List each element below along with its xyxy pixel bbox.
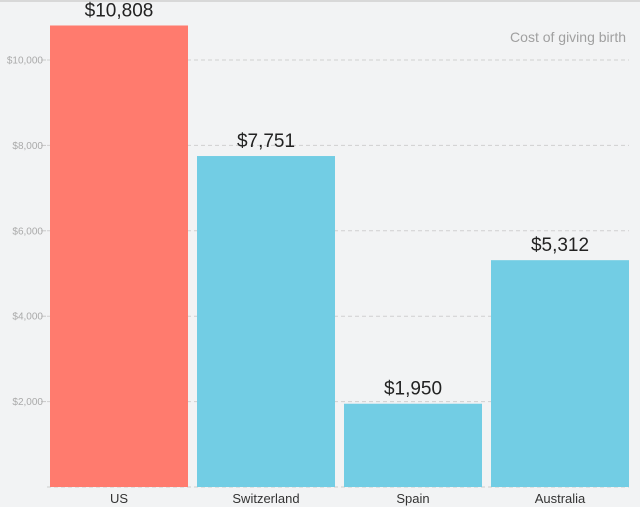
x-tick-label: Switzerland	[232, 491, 299, 506]
data-label: $5,312	[531, 235, 589, 256]
bar-us	[50, 25, 188, 487]
data-label: $1,950	[384, 379, 442, 400]
y-tick-label: $4,000	[12, 312, 43, 323]
bar-switzerland	[197, 156, 335, 488]
data-label: $10,808	[85, 0, 154, 21]
x-tick-label: US	[110, 491, 128, 506]
x-tick-label: Spain	[396, 491, 429, 506]
top-border	[0, 0, 640, 2]
y-tick-label: $10,000	[7, 56, 44, 67]
y-tick-label: $6,000	[12, 226, 43, 237]
chart-title: Cost of giving birth	[510, 29, 626, 45]
y-tick-label: $2,000	[12, 397, 43, 408]
x-tick-label: Australia	[535, 491, 586, 506]
y-tick-label: $8,000	[12, 141, 43, 152]
bar-spain	[344, 403, 482, 487]
bar-australia	[491, 260, 629, 487]
data-label: $7,751	[237, 131, 295, 152]
